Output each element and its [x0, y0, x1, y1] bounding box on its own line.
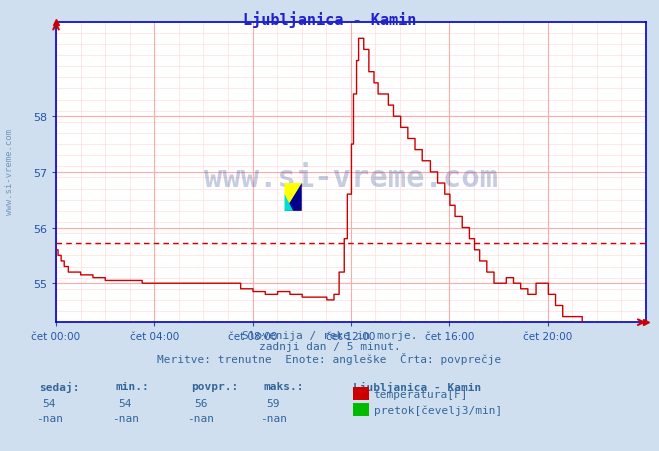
Text: -nan: -nan	[260, 413, 287, 423]
Text: min.:: min.:	[115, 381, 149, 391]
Text: temperatura[F]: temperatura[F]	[374, 389, 468, 399]
Text: sedaj:: sedaj:	[40, 381, 80, 392]
Text: povpr.:: povpr.:	[191, 381, 239, 391]
Text: -nan: -nan	[188, 413, 214, 423]
Text: -nan: -nan	[36, 413, 63, 423]
Text: pretok[čevelj3/min]: pretok[čevelj3/min]	[374, 405, 502, 415]
Text: Slovenija / reke in morje.: Slovenija / reke in morje.	[242, 330, 417, 340]
Text: www.si-vreme.com: www.si-vreme.com	[5, 129, 14, 214]
Text: Meritve: trenutne  Enote: angleške  Črta: povprečje: Meritve: trenutne Enote: angleške Črta: …	[158, 353, 501, 365]
Text: zadnji dan / 5 minut.: zadnji dan / 5 minut.	[258, 341, 401, 351]
Polygon shape	[285, 184, 302, 212]
Text: 56: 56	[194, 398, 208, 408]
Text: maks.:: maks.:	[264, 381, 304, 391]
Text: Ljubljanica - Kamin: Ljubljanica - Kamin	[243, 11, 416, 28]
Text: Ljubljanica - Kamin: Ljubljanica - Kamin	[353, 381, 481, 392]
Text: 54: 54	[119, 398, 132, 408]
Text: -nan: -nan	[112, 413, 138, 423]
Text: 59: 59	[267, 398, 280, 408]
Polygon shape	[285, 184, 302, 212]
Polygon shape	[285, 195, 293, 212]
Text: 54: 54	[43, 398, 56, 408]
Text: www.si-vreme.com: www.si-vreme.com	[204, 164, 498, 193]
